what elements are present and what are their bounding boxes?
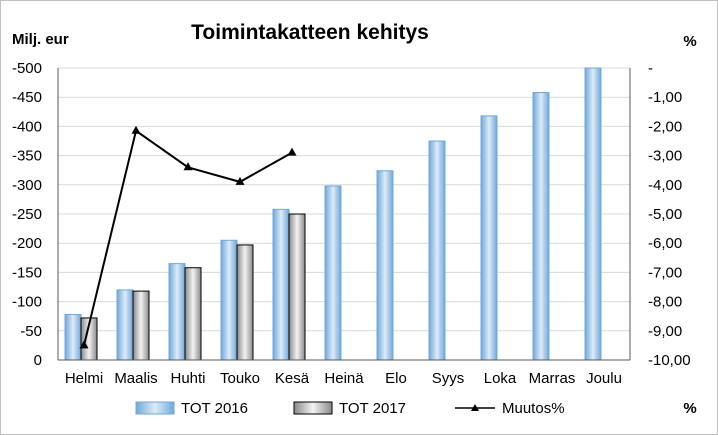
right-axis-ticks: - -1,00 -2,00 -3,00 -4,00 -5,00 -6,00 -7,00 -8,0… [648, 60, 691, 369]
bar-tot-2016 [376, 170, 394, 361]
legend: TOT 2016 TOT 2017 Muutos% [135, 400, 565, 417]
bar-tot-2017 [132, 290, 150, 361]
left-tick-label: -450 [12, 89, 42, 106]
right-tick-label: -3,00 [648, 148, 682, 165]
bar-tot-2016 [64, 313, 82, 361]
series-muutos [79, 125, 297, 349]
right-axis-unit-bottom: % [683, 400, 696, 417]
left-tick-label: -200 [12, 235, 42, 252]
legend-label-tot-2016: TOT 2016 [181, 400, 248, 417]
bar-tot-2017 [184, 267, 202, 361]
x-tick-label: Loka [484, 370, 517, 387]
x-axis-labels: Helmi Maalis Huhti Touko Kesä Heinä Elo Syys Lok… [65, 370, 622, 387]
x-tick-label: Heinä [324, 370, 364, 387]
right-tick-label: -5,00 [648, 206, 682, 223]
left-tick-label: 0 [34, 352, 42, 369]
x-tick-label: Syys [432, 370, 465, 387]
x-tick-label: Marras [529, 370, 576, 387]
left-tick-label: -250 [12, 206, 42, 223]
muutos-point [183, 162, 193, 171]
right-tick-label: -9,00 [648, 323, 682, 340]
bar-tot-2016 [168, 263, 186, 361]
bar-tot-2017 [236, 244, 254, 361]
right-tick-label: -4,00 [648, 177, 682, 194]
left-tick-label: -400 [12, 118, 42, 135]
x-tick-label: Kesä [275, 370, 310, 387]
legend-label-muutos: Muutos% [502, 400, 565, 417]
right-tick-label: -10,00 [648, 352, 691, 369]
legend-label-tot-2017: TOT 2017 [339, 400, 406, 417]
left-tick-label: -150 [12, 264, 42, 281]
bar-tot-2016 [220, 239, 238, 361]
legend-marker-muutos [471, 404, 479, 411]
bar-tot-2016 [272, 208, 290, 361]
legend-swatch-tot-2017 [293, 401, 333, 415]
axes [57, 68, 631, 361]
bar-tot-2016 [480, 115, 498, 361]
left-tick-label: -50 [20, 323, 42, 340]
x-tick-label: Elo [385, 370, 407, 387]
muutos-point [79, 340, 89, 349]
bar-tot-2016 [532, 92, 550, 361]
left-tick-label: -500 [12, 60, 42, 77]
bar-tot-2016 [584, 67, 602, 361]
legend-swatch-tot-2016 [135, 401, 175, 415]
x-tick-label: Huhti [170, 370, 205, 387]
right-tick-label: -7,00 [648, 264, 682, 281]
left-tick-label: -100 [12, 294, 42, 311]
left-tick-label: -300 [12, 177, 42, 194]
right-axis-unit-top: % [683, 33, 696, 50]
right-tick-label: -2,00 [648, 118, 682, 135]
bar-tot-2017 [288, 213, 306, 361]
x-tick-label: Touko [220, 370, 260, 387]
right-tick-label: - [648, 60, 653, 77]
x-tick-label: Joulu [586, 370, 622, 387]
series-tot-2016 [64, 67, 602, 361]
left-axis-ticks: -500-450-400-350-300-250-200-150-100-500 [12, 60, 42, 369]
right-tick-label: -6,00 [648, 235, 682, 252]
muutos-point [235, 176, 245, 185]
x-tick-label: Maalis [114, 370, 157, 387]
bar-tot-2016 [324, 185, 342, 361]
chart-title: Toimintakatteen kehitys [191, 21, 429, 44]
bar-tot-2016 [116, 289, 134, 361]
bar-tot-2016 [428, 140, 446, 361]
series-tot-2017 [80, 213, 306, 361]
right-tick-label: -8,00 [648, 294, 682, 311]
muutos-point [287, 147, 297, 156]
x-tick-label: Helmi [65, 370, 103, 387]
left-axis-unit: Milj. eur [12, 31, 69, 48]
left-tick-label: -350 [12, 148, 42, 165]
muutos-point [131, 125, 141, 134]
right-tick-label: -1,00 [648, 89, 682, 106]
